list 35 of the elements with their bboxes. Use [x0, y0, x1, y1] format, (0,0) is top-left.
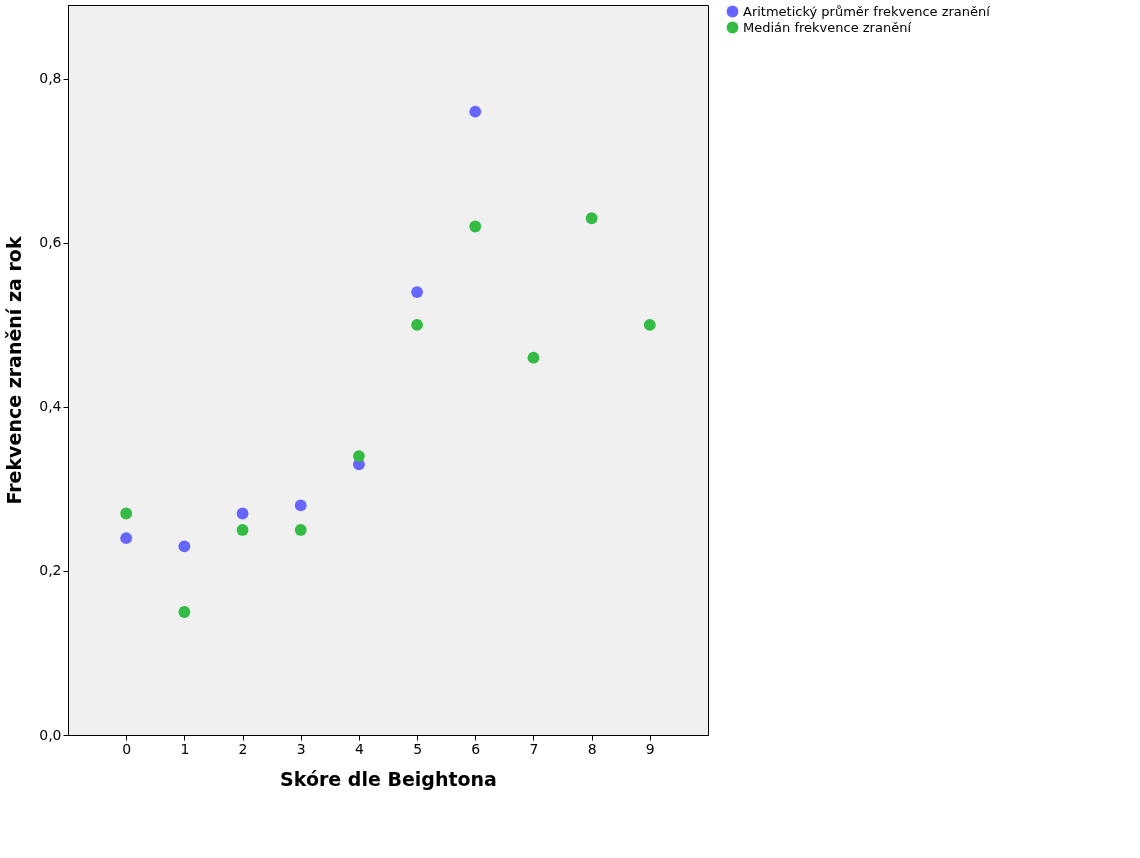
x-tick-label: 2: [238, 740, 248, 757]
point: [236, 524, 249, 536]
y-tick-label: 0,6: [39, 234, 62, 251]
point: [411, 318, 424, 331]
point: [294, 499, 307, 512]
y-tick-label: 0,2: [39, 562, 62, 579]
y-tick-label: 0,4: [39, 398, 62, 415]
y-tick-label: 0,8: [39, 70, 62, 87]
point: [411, 286, 424, 298]
x-tick-label: 8: [587, 740, 597, 757]
x-tick-label: 5: [413, 740, 423, 757]
legend-label: Aritmetický průměr frekvence zranění: [743, 3, 991, 19]
point: [469, 105, 482, 118]
x-axis-title: Skóre dle Beightona: [280, 767, 497, 790]
point: [294, 524, 307, 536]
point: [236, 507, 249, 520]
x-tick-label: 6: [471, 740, 481, 757]
point: [178, 606, 191, 618]
point: [527, 351, 540, 364]
point: [643, 318, 656, 331]
point: [352, 450, 365, 463]
x-tick-label: 0: [122, 740, 132, 757]
x-tick-label: 9: [645, 740, 655, 757]
point: [120, 507, 133, 520]
legend-label: Medián frekvence zranění: [743, 19, 912, 35]
y-tick-label: 0,0: [39, 726, 62, 743]
x-tick-label: 3: [296, 740, 306, 757]
point: [178, 540, 191, 553]
x-tick-label: 1: [180, 740, 190, 757]
point: [469, 220, 482, 233]
x-tick-label: 4: [354, 740, 364, 757]
point: [120, 532, 133, 545]
y-axis-title: Frekvence zranění za rok: [3, 236, 26, 505]
point: [585, 212, 598, 225]
x-tick-label: 7: [529, 740, 539, 757]
